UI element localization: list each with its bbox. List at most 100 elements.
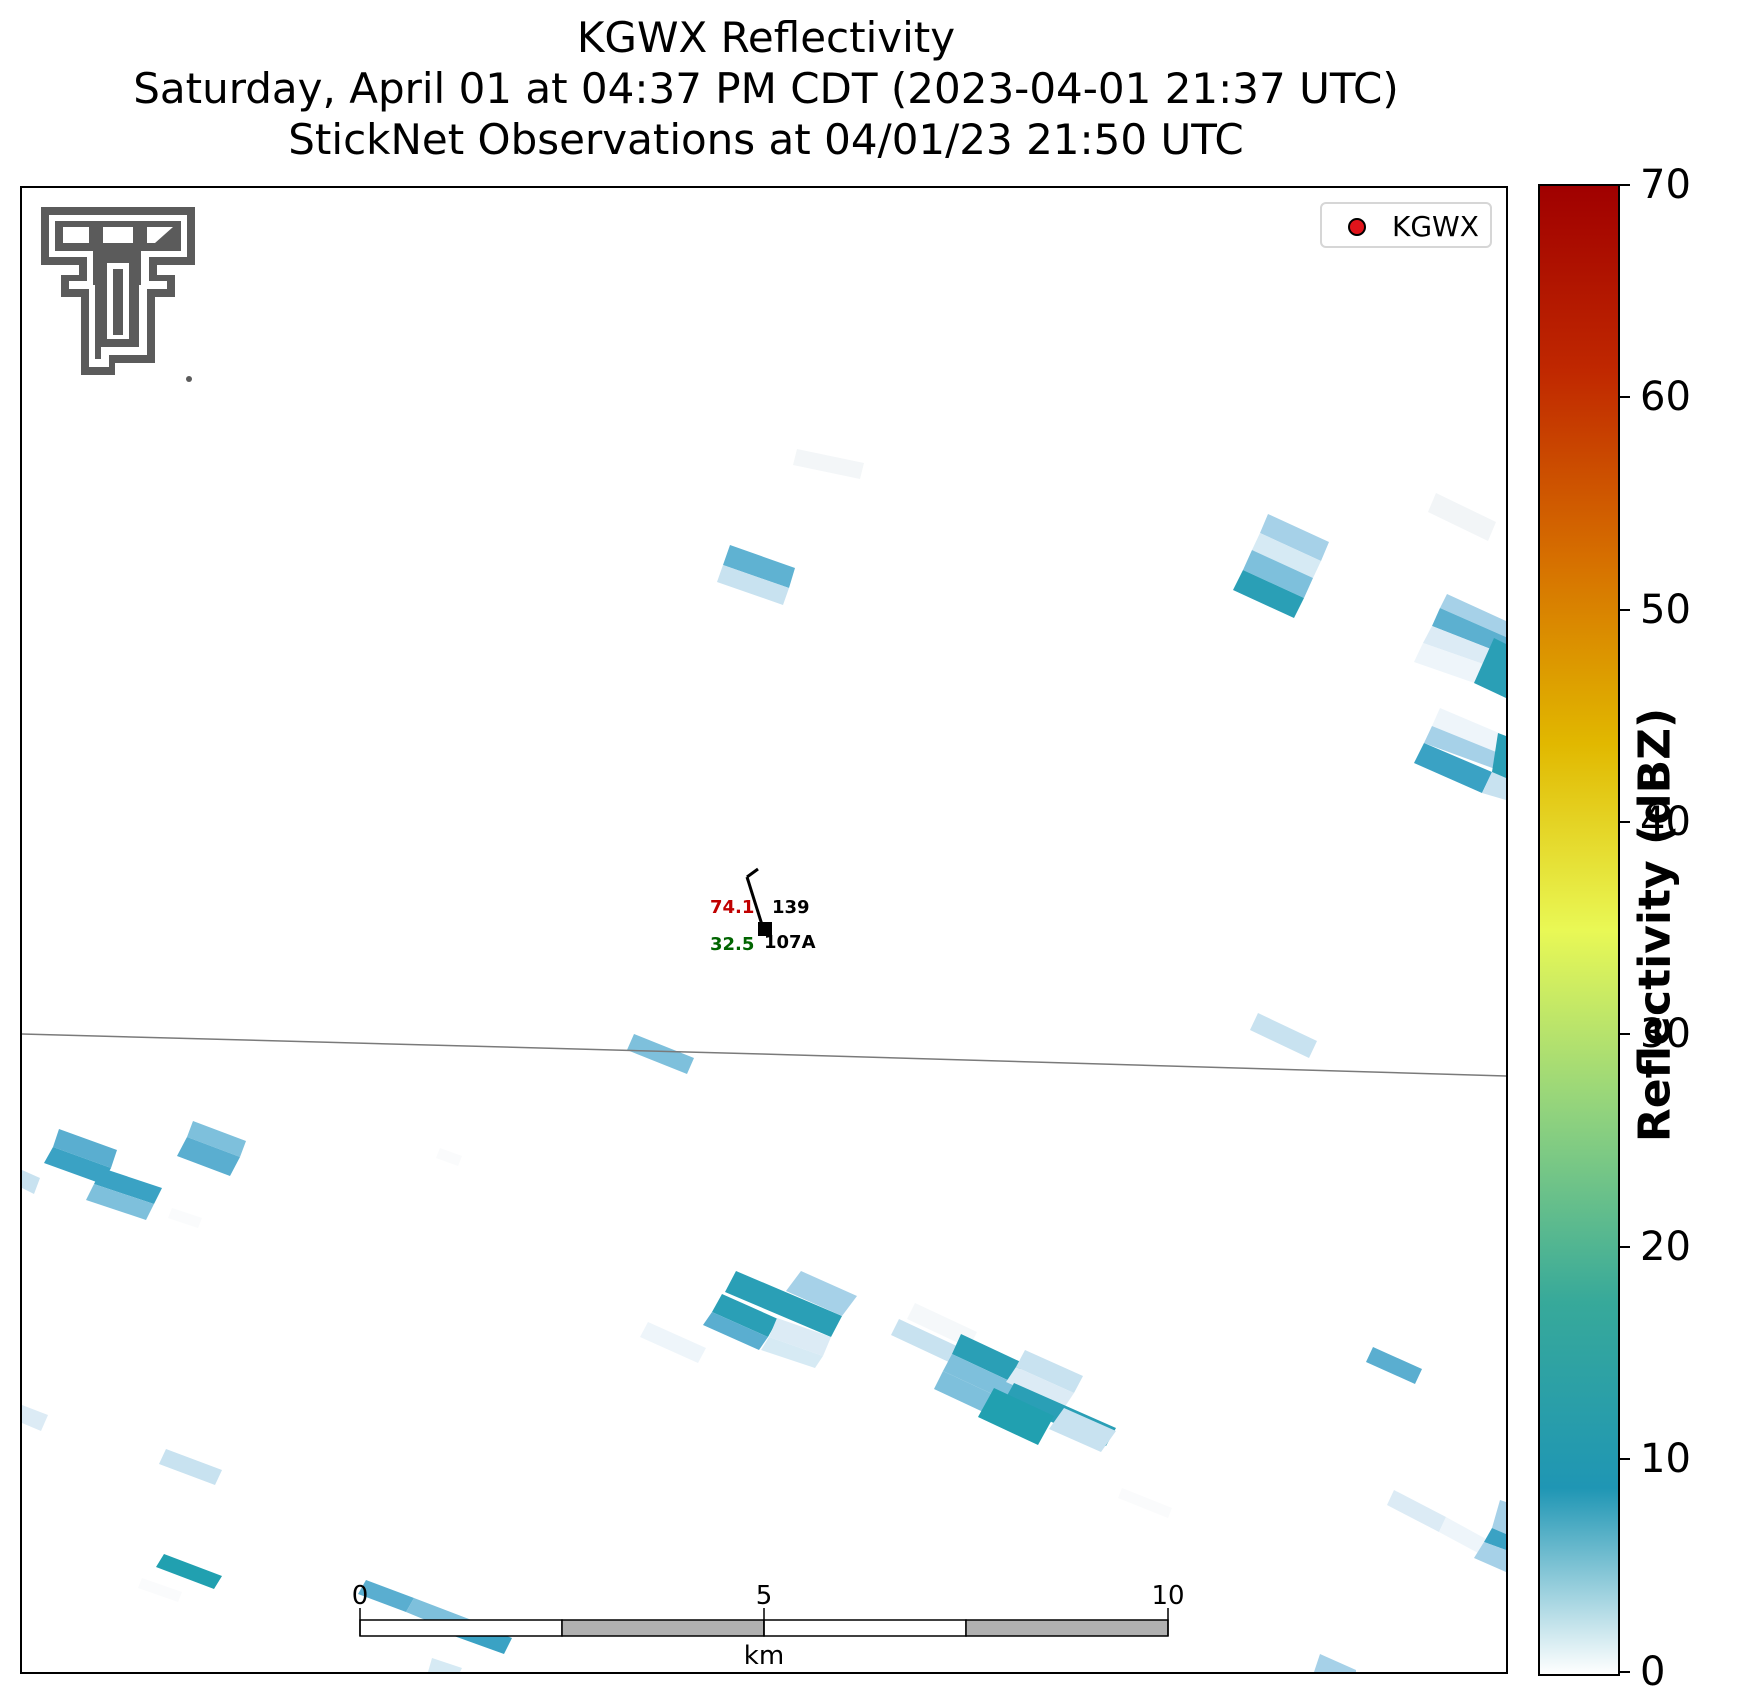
station-dewpoint: 32.5 [710, 934, 754, 955]
reflectivity-gate [769, 1318, 831, 1356]
station-pressure: 139 [772, 897, 810, 918]
reflectivity-gate [1492, 733, 1506, 778]
reflectivity-gate [1016, 1350, 1083, 1393]
colorbar-title: Reflectivity (dBZ) [1629, 707, 1681, 1143]
colorbar-label: 0 [1640, 1649, 1666, 1695]
reflectivity-gate [978, 1388, 1054, 1445]
texas-tech-logo [41, 207, 195, 382]
reflectivity-gate [1118, 1488, 1172, 1518]
station-marker-icon [758, 922, 772, 936]
colorbar-tick [1618, 1671, 1630, 1673]
colorbar-label: 10 [1640, 1436, 1691, 1482]
reflectivity-gate [1233, 570, 1304, 618]
reflectivity-gate [891, 1319, 961, 1364]
scale-unit: km [744, 1641, 784, 1671]
scale-segment [359, 1619, 563, 1637]
reflectivity-gate [627, 1034, 694, 1074]
reflectivity-gate [1414, 743, 1492, 793]
reflectivity-gate [1006, 1367, 1074, 1408]
reflectivity-gate [177, 1137, 240, 1176]
reflectivity-gate [138, 1578, 182, 1602]
colorbar-tick [1618, 609, 1630, 611]
reflectivity-gate [22, 1405, 48, 1431]
reflectivity-gate [187, 1121, 246, 1157]
reflectivity-gate [725, 1271, 842, 1337]
reflectivity-gate [640, 1322, 706, 1363]
scale-bar: 0 5 10 km [352, 1581, 1185, 1671]
reflectivity-gate [1049, 1408, 1116, 1452]
station-plot: 74.1 139 32.5 107A [710, 867, 816, 955]
reflectivity-gate [1492, 1500, 1506, 1534]
reflectivity-gate [22, 1170, 40, 1194]
colorbar-gradient [1538, 184, 1620, 1676]
colorbar-label: 20 [1640, 1224, 1691, 1270]
reflectivity-gate [1484, 1528, 1506, 1550]
reflectivity-gate [1474, 1542, 1506, 1572]
title-line-1: KGWX Reflectivity [576, 13, 956, 62]
station-temperature: 74.1 [710, 897, 754, 918]
colorbar-tick [1618, 396, 1630, 398]
station-id: 107A [764, 932, 816, 953]
reflectivity-gate [717, 565, 789, 605]
title-line-2: Saturday, April 01 at 04:37 PM CDT (2023… [133, 64, 1399, 113]
colorbar-label: 60 [1640, 374, 1691, 420]
reflectivity-gate [1252, 533, 1321, 578]
reflectivity-gate [1474, 638, 1506, 698]
reflectivity-gate [1432, 708, 1506, 756]
reflectivity-gate [786, 1271, 857, 1316]
reflectivity-gate [1387, 1490, 1446, 1532]
colorbar-panel: 0 10 20 30 40 50 60 70 [1538, 165, 1691, 1692]
scale-segment [763, 1619, 967, 1637]
radar-site-icon [1348, 218, 1366, 236]
reflectivity-gate [943, 1354, 1014, 1400]
reflectivity-gate [712, 1294, 778, 1337]
figure-title: KGWX Reflectivity Saturday, April 01 at … [0, 12, 1532, 165]
reflectivity-gate [1243, 550, 1313, 598]
colorbar-label: 50 [1640, 587, 1691, 633]
reflectivity-gate [428, 1658, 462, 1672]
reflectivity-gate [53, 1129, 117, 1168]
map-legend: KGWX [1320, 202, 1492, 248]
legend-label: KGWX [1392, 210, 1479, 243]
reflectivity-gate [703, 1312, 768, 1350]
scale-segment [965, 1619, 1169, 1637]
scale-label-10: 10 [1151, 1581, 1184, 1611]
reflectivity-gate [952, 1334, 1023, 1383]
wind-barb-flag [746, 867, 759, 879]
colorbar-label: 30 [1640, 1011, 1691, 1057]
reflectivity-gate [1482, 772, 1506, 800]
reflectivity-gate [358, 1580, 414, 1612]
reflectivity-gate [907, 1303, 977, 1348]
reflectivity-gate [436, 1148, 462, 1166]
reflectivity-gate [1260, 514, 1329, 561]
reflectivity-gate [168, 1208, 202, 1228]
colorbar-tick [1618, 1033, 1630, 1035]
radar-map: 74.1 139 32.5 107A 0 5 10 km [22, 207, 1506, 1672]
reflectivity-gate [1314, 1654, 1356, 1672]
reflectivity-gate [159, 1449, 222, 1485]
colorbar-tick [1618, 1246, 1630, 1248]
colorbar-tick [1618, 821, 1630, 823]
colorbar-tick [1618, 1458, 1630, 1460]
reflectivity-gate [1428, 493, 1496, 541]
reflectivity-gate [86, 1184, 154, 1220]
map-panel[interactable]: 74.1 139 32.5 107A 0 5 10 km KGWX [20, 186, 1508, 1674]
wind-barb-icon [745, 876, 765, 929]
colorbar-label: 40 [1640, 799, 1691, 845]
reflectivity-gate [156, 1554, 222, 1589]
reflectivity-gate [1250, 1013, 1317, 1058]
reflectivity-gate [723, 545, 795, 588]
colorbar-label: 70 [1640, 162, 1691, 208]
reflectivity-gate [793, 449, 864, 479]
reflectivity-gate [1424, 726, 1506, 773]
reflectivity-gate [1440, 594, 1506, 637]
county-boundary [22, 1033, 1506, 1077]
scale-label-5: 5 [756, 1581, 773, 1611]
reflectivity-gate [94, 1168, 162, 1204]
colorbar-tick [1618, 184, 1630, 186]
reflectivity-gate [44, 1147, 111, 1184]
reflectivity-gate [1366, 1347, 1422, 1384]
reflectivity-gate [1432, 608, 1506, 655]
title-line-3: StickNet Observations at 04/01/23 21:50 … [288, 115, 1244, 164]
scale-label-0: 0 [352, 1581, 369, 1611]
